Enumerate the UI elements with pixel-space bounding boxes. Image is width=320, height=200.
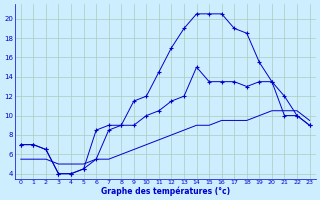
X-axis label: Graphe des températures (°c): Graphe des températures (°c) (100, 186, 230, 196)
